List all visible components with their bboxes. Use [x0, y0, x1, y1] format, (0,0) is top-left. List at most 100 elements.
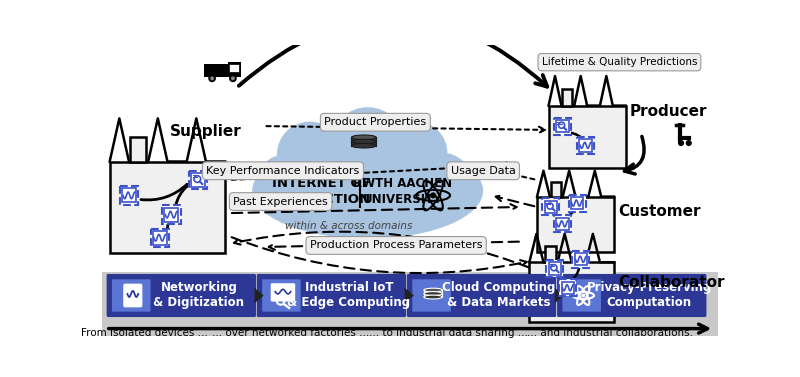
Ellipse shape — [424, 292, 442, 296]
FancyBboxPatch shape — [189, 171, 207, 189]
Ellipse shape — [424, 288, 442, 292]
Bar — [537, 197, 614, 251]
Polygon shape — [405, 288, 414, 303]
Bar — [556, 218, 569, 230]
Bar — [545, 201, 557, 213]
Text: Supplier: Supplier — [170, 124, 242, 139]
FancyBboxPatch shape — [557, 274, 706, 317]
Bar — [571, 197, 583, 209]
Bar — [164, 208, 178, 222]
Text: ... to industrial data sharing ...: ... to industrial data sharing ... — [369, 328, 528, 338]
FancyBboxPatch shape — [120, 186, 138, 205]
FancyArrowPatch shape — [232, 162, 513, 180]
Bar — [227, 62, 242, 77]
Circle shape — [231, 77, 235, 80]
Text: Key Performance Indicators: Key Performance Indicators — [206, 166, 359, 176]
Polygon shape — [554, 288, 564, 303]
Circle shape — [678, 140, 684, 146]
FancyArrowPatch shape — [492, 168, 534, 179]
Bar — [424, 290, 442, 294]
FancyBboxPatch shape — [412, 279, 451, 312]
FancyArrowPatch shape — [269, 242, 519, 250]
Text: From isolated devices ...: From isolated devices ... — [81, 328, 208, 338]
Bar — [122, 188, 136, 202]
Text: Networking
& Digitization: Networking & Digitization — [154, 282, 244, 310]
Circle shape — [208, 75, 216, 82]
Circle shape — [430, 192, 436, 198]
FancyBboxPatch shape — [257, 274, 406, 317]
FancyArrowPatch shape — [496, 195, 534, 206]
Bar — [530, 262, 614, 322]
Bar — [551, 182, 561, 197]
FancyBboxPatch shape — [573, 251, 590, 268]
FancyBboxPatch shape — [546, 260, 563, 277]
Polygon shape — [254, 288, 264, 303]
Text: within & across domains: within & across domains — [285, 221, 412, 231]
Text: INTERNET OF
PRODUCTION: INTERNET OF PRODUCTION — [272, 177, 371, 206]
Ellipse shape — [424, 295, 442, 299]
FancyArrowPatch shape — [266, 126, 545, 133]
FancyBboxPatch shape — [162, 205, 181, 224]
Circle shape — [686, 140, 692, 146]
FancyBboxPatch shape — [554, 118, 571, 135]
FancyBboxPatch shape — [542, 198, 559, 215]
Bar — [153, 231, 166, 245]
FancyBboxPatch shape — [112, 279, 150, 312]
Circle shape — [385, 122, 447, 184]
Circle shape — [258, 155, 311, 209]
Circle shape — [210, 77, 214, 80]
Bar — [545, 246, 556, 262]
Text: Product Properties: Product Properties — [324, 117, 426, 127]
FancyBboxPatch shape — [106, 274, 256, 317]
Text: Cloud Computing
& Data Markets: Cloud Computing & Data Markets — [442, 282, 556, 310]
FancyBboxPatch shape — [562, 279, 601, 312]
FancyArrowPatch shape — [109, 324, 707, 333]
Text: Privacy-Preserving
Computation: Privacy-Preserving Computation — [586, 282, 712, 310]
Text: ... over networked factories ...: ... over networked factories ... — [212, 328, 370, 338]
Bar — [351, 141, 376, 146]
Text: Collaborator: Collaborator — [618, 275, 725, 290]
Text: Customer: Customer — [618, 204, 701, 219]
Bar — [351, 137, 376, 141]
FancyBboxPatch shape — [554, 215, 571, 232]
FancyArrowPatch shape — [232, 237, 526, 273]
FancyArrowPatch shape — [625, 136, 644, 174]
Circle shape — [414, 153, 471, 210]
Bar — [574, 253, 587, 265]
FancyBboxPatch shape — [569, 195, 586, 211]
FancyBboxPatch shape — [271, 284, 294, 301]
Circle shape — [330, 107, 405, 182]
Ellipse shape — [351, 139, 376, 144]
Bar — [205, 64, 227, 77]
Text: ... and industrial collaborations.: ... and industrial collaborations. — [527, 328, 693, 338]
FancyArrowPatch shape — [232, 204, 517, 213]
FancyBboxPatch shape — [407, 274, 556, 317]
Bar — [579, 139, 592, 152]
Bar — [424, 294, 442, 297]
Text: RWTH AACHEN
UNIVERSITY: RWTH AACHEN UNIVERSITY — [353, 177, 452, 206]
Bar — [562, 89, 573, 106]
FancyBboxPatch shape — [559, 279, 576, 296]
FancyArrowPatch shape — [239, 18, 547, 87]
FancyBboxPatch shape — [150, 228, 169, 247]
Ellipse shape — [351, 135, 376, 139]
FancyBboxPatch shape — [577, 137, 594, 154]
Circle shape — [229, 75, 237, 82]
Text: Usage Data: Usage Data — [450, 166, 515, 176]
Circle shape — [582, 294, 585, 297]
Text: Past Experiences: Past Experiences — [234, 196, 328, 207]
Bar — [562, 282, 574, 294]
Circle shape — [277, 122, 343, 188]
Text: Production Process Parameters: Production Process Parameters — [310, 241, 482, 250]
Bar — [191, 173, 205, 187]
Bar — [549, 106, 626, 169]
FancyBboxPatch shape — [124, 284, 142, 307]
Bar — [549, 262, 561, 275]
FancyArrowPatch shape — [234, 231, 529, 268]
FancyBboxPatch shape — [262, 279, 301, 312]
Bar — [229, 64, 239, 72]
Ellipse shape — [351, 143, 376, 148]
Bar — [556, 120, 569, 132]
Text: Lifetime & Quality Predictions: Lifetime & Quality Predictions — [542, 57, 697, 67]
Bar — [102, 273, 718, 336]
